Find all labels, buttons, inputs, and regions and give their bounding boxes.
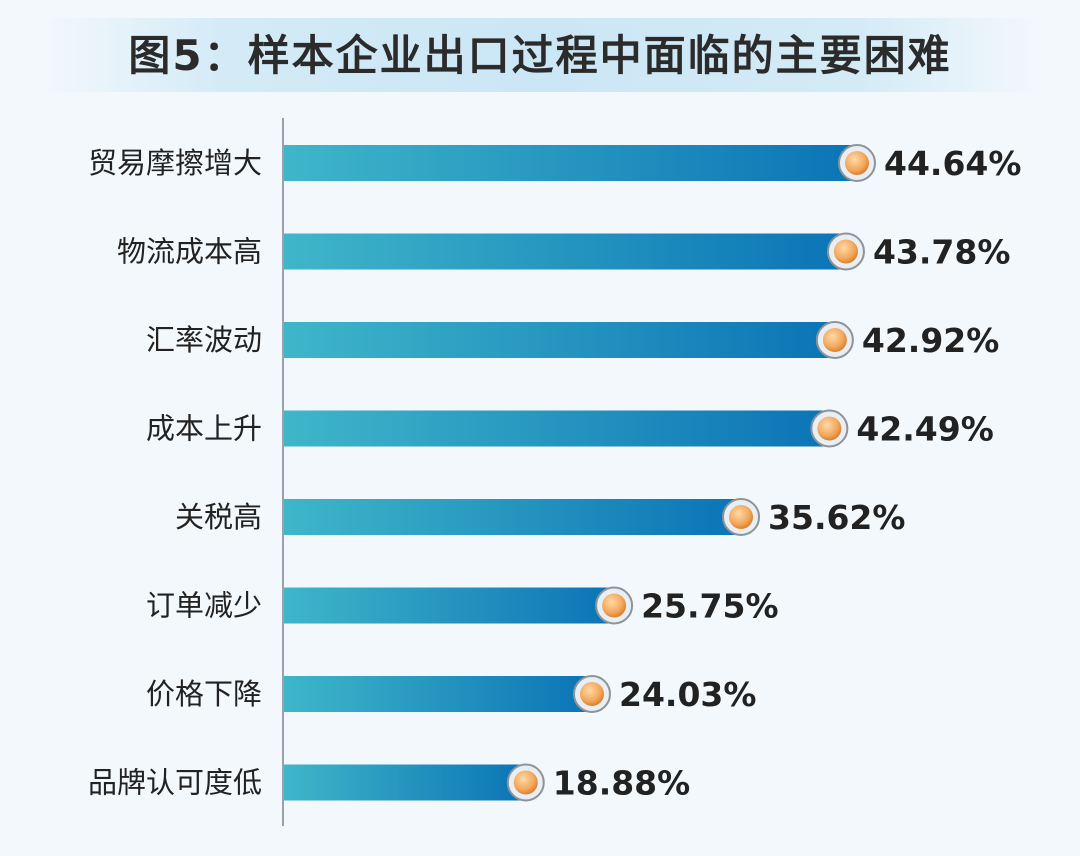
bar-end-marker (822, 328, 847, 352)
category-label: 成本上升 (146, 412, 262, 446)
bar-end-marker (817, 416, 842, 441)
bar (284, 764, 527, 801)
category-label: 汇率波动 (146, 323, 262, 357)
value-label: 35.62% (768, 498, 905, 537)
category-label: 订单减少 (146, 589, 262, 623)
value-label: 24.03% (619, 675, 756, 714)
bar (284, 499, 743, 535)
category-label: 贸易摩擦增大 (88, 146, 262, 180)
bar (284, 233, 847, 270)
category-label: 关税高 (175, 500, 262, 534)
bar-end-marker (602, 593, 627, 618)
bar-end-marker (845, 151, 869, 175)
category-label: 品牌认可度低 (88, 766, 262, 800)
chart-title: 图5：样本企业出口过程中面临的主要困难 (128, 31, 952, 80)
bar-end-marker (729, 505, 754, 529)
value-label: 44.64% (884, 144, 1021, 183)
bar (284, 676, 593, 712)
value-label: 42.49% (856, 410, 993, 449)
value-label: 18.88% (553, 764, 690, 803)
bar-end-marker (833, 239, 858, 264)
category-label: 价格下降 (146, 677, 262, 711)
bar (284, 587, 616, 624)
bar (284, 145, 858, 181)
title-band (40, 18, 1040, 92)
bar (284, 410, 831, 447)
category-label: 物流成本高 (117, 235, 262, 269)
bar (284, 322, 836, 358)
value-label: 25.75% (641, 587, 778, 626)
value-label: 43.78% (873, 233, 1010, 272)
bar-end-marker (579, 682, 604, 706)
bar-end-marker (513, 770, 538, 795)
value-label: 42.92% (862, 321, 999, 360)
